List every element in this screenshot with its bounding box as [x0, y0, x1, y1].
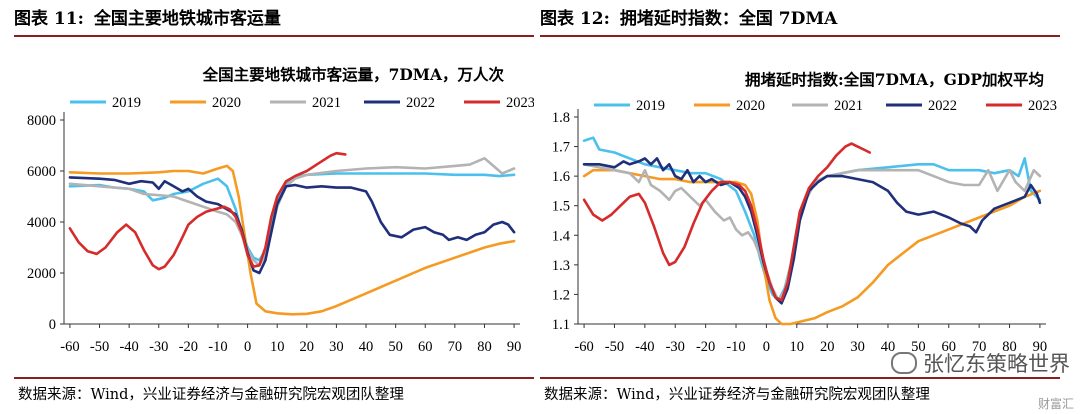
y-tick-label: 1.1	[552, 317, 570, 333]
legend-label-2023: 2023	[1028, 98, 1057, 114]
y-tick-label: 4000	[27, 215, 56, 231]
x-tick-label: 30	[329, 339, 344, 355]
x-tick-label: 0	[244, 339, 251, 355]
figure-12-panel: 图表 12: 拥堵延时指数：全国 7DMA 拥堵延时指数:全国7DMA，GDP加权…	[540, 0, 1060, 414]
x-tick-label: -60	[60, 339, 79, 355]
figure-11-top-rule	[14, 35, 534, 37]
series-line-2023	[68, 151, 347, 271]
x-tick-label: -40	[635, 339, 654, 355]
figure-12-label: 图表 12:	[540, 9, 610, 29]
figure-11-panel: 图表 11: 全国主要地铁城市客运量 全国主要地铁城市客运量，7DMA，万人次 0 2…	[14, 0, 534, 414]
x-tick-label: -20	[696, 339, 715, 355]
series-line-2020	[582, 168, 1042, 326]
x-tick-label: -20	[179, 339, 198, 355]
legend-label-2023: 2023	[506, 95, 534, 111]
metro-ridership-chart: 全国主要地铁城市客运量，7DMA，万人次 0 2000 4000 6000 8000 -60…	[27, 65, 534, 355]
x-tick-label: 20	[820, 339, 835, 355]
figure-12-title-row: 图表 12: 拥堵延时指数：全国 7DMA	[540, 6, 1060, 32]
y-tick-label: 6000	[27, 164, 56, 180]
x-tick-label: 70	[972, 339, 987, 355]
x-tick-label: 40	[881, 339, 896, 355]
x-tick-label: 0	[763, 339, 770, 355]
y-tick-label: 1.5	[552, 199, 570, 215]
y-tick-label: 1.8	[552, 110, 570, 126]
figure-12-source: 数据来源：Wind，兴业证券经济与金融研究院宏观团队整理	[544, 387, 930, 403]
x-tick-label: 90	[507, 339, 522, 355]
chart-title: 全国主要地铁城市客运量，7DMA，万人次	[202, 65, 505, 84]
watermark-text: 张忆东策略世界	[923, 352, 1070, 376]
series-line-2022	[582, 157, 1042, 305]
legend-label-2019: 2019	[636, 98, 665, 114]
x-tick-label: -10	[726, 339, 745, 355]
series-line-2020	[68, 164, 516, 316]
x-tick-label: 40	[359, 339, 374, 355]
legend-label-2021: 2021	[834, 98, 863, 114]
y-tick-label: 1.3	[552, 258, 570, 274]
x-tick-label: -30	[149, 339, 168, 355]
x-tick-label: 90	[1033, 339, 1048, 355]
x-tick-label: 10	[790, 339, 805, 355]
watermark-small: 财富汇	[1037, 397, 1074, 411]
y-tick-label: 0	[49, 317, 56, 333]
legend-label-2020: 2020	[736, 98, 765, 114]
figure-11-title-row: 图表 11: 全国主要地铁城市客运量	[14, 6, 534, 32]
figure-12-bottom-rule	[540, 377, 1060, 379]
y-tick-label: 8000	[27, 113, 56, 129]
y-tick-label: 2000	[27, 266, 56, 282]
x-tick-label: 20	[300, 339, 315, 355]
figure-11-bottom-rule	[14, 377, 534, 379]
legend-label-2019: 2019	[112, 95, 141, 111]
legend-label-2020: 2020	[212, 95, 241, 111]
x-tick-label: -40	[119, 339, 138, 355]
x-tick-label: 10	[270, 339, 285, 355]
x-tick-label: -10	[208, 339, 227, 355]
figure-11-title: 全国主要地铁城市客运量	[93, 9, 281, 29]
legend-label-2021: 2021	[312, 95, 341, 111]
y-tick-label: 1.7	[552, 140, 570, 156]
figure-12-title: 拥堵延时指数：全国 7DMA	[619, 9, 838, 29]
x-tick-label: 60	[942, 339, 957, 355]
x-tick-label: -60	[574, 339, 593, 355]
x-tick-label: -50	[605, 339, 624, 355]
y-tick-label: 1.6	[552, 169, 570, 185]
series-line-2019	[68, 172, 516, 262]
wechat-icon	[891, 352, 917, 374]
series-line-2023	[582, 142, 871, 302]
x-tick-label: 60	[418, 339, 433, 355]
y-tick-label: 1.2	[552, 287, 570, 303]
legend-label-2022: 2022	[406, 95, 435, 111]
series-line-2022	[68, 176, 516, 275]
x-tick-label: 80	[1002, 339, 1017, 355]
x-tick-label: 70	[448, 339, 463, 355]
x-tick-label: 80	[477, 339, 492, 355]
x-tick-label: 50	[388, 339, 403, 355]
figure-11-source: 数据来源：Wind，兴业证券经济与金融研究院宏观团队整理	[18, 387, 404, 403]
x-tick-label: -30	[666, 339, 685, 355]
congestion-index-chart: 拥堵延时指数:全国7DMA，GDP加权平均 1.1 1.2 1.3 1.4 1.5 1.6 1…	[552, 70, 1057, 355]
figure-11-label: 图表 11:	[14, 9, 84, 29]
y-tick-label: 1.4	[552, 228, 571, 244]
legend-label-2022: 2022	[928, 98, 957, 114]
chart-title: 拥堵延时指数:全国7DMA，GDP加权平均	[745, 70, 1044, 89]
x-tick-label: 30	[850, 339, 865, 355]
watermark: 张忆东策略世界	[891, 348, 1070, 378]
figure-12-top-rule	[540, 35, 1060, 37]
x-tick-label: -50	[90, 339, 109, 355]
x-tick-label: 50	[911, 339, 926, 355]
